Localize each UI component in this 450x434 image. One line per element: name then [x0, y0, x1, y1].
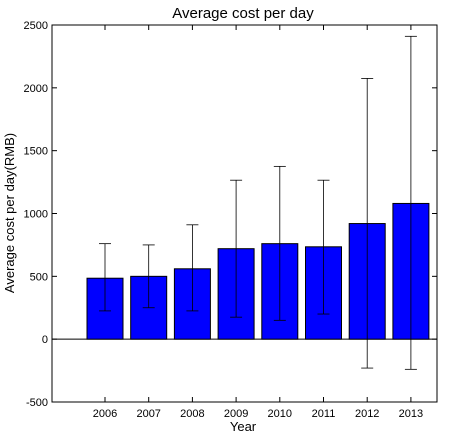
- y-axis-label: Average cost per day(RMB): [2, 133, 17, 293]
- plot-frame: [51, 24, 438, 403]
- y-tick-label: -500: [26, 397, 48, 409]
- y-tick-label: 2500: [24, 20, 48, 32]
- y-tick-label: 0: [42, 334, 48, 346]
- x-tick-label: 2011: [312, 408, 336, 420]
- x-tick-label: 2007: [136, 408, 160, 420]
- x-tick-label: 2009: [224, 408, 248, 420]
- x-tick-label: 2006: [93, 408, 117, 420]
- x-tick-label: 2010: [268, 408, 292, 420]
- x-tick-label: 2013: [399, 408, 423, 420]
- y-tick-label: 2000: [24, 83, 48, 95]
- y-tick-label: 1500: [24, 146, 48, 158]
- chart-title: Average cost per day: [172, 5, 314, 22]
- x-tick-label: 2008: [180, 408, 204, 420]
- x-axis-label: Year: [230, 419, 257, 434]
- y-tick-label: 1000: [24, 209, 48, 221]
- x-tick-label: 2012: [355, 408, 379, 420]
- y-tick-label: 500: [30, 271, 48, 283]
